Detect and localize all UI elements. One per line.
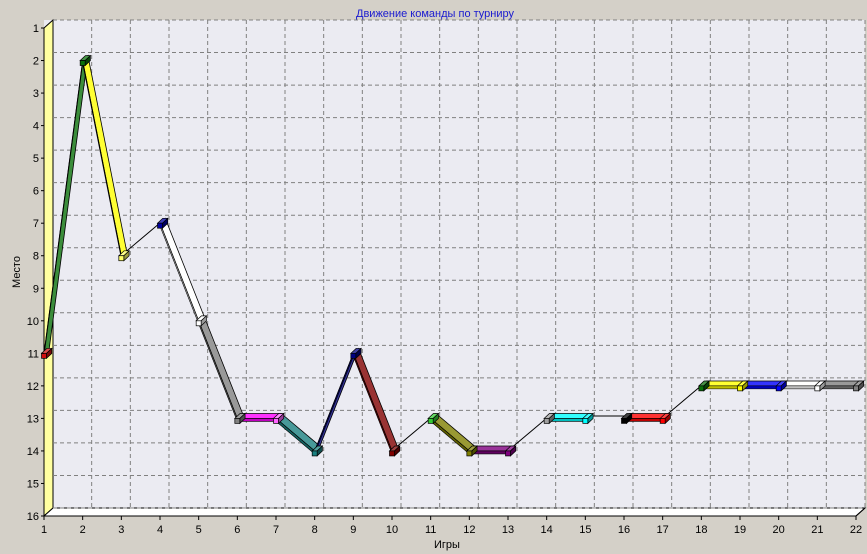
data-point bbox=[581, 412, 594, 425]
data-point bbox=[427, 412, 440, 425]
y-tick-label: 10 bbox=[27, 316, 39, 328]
x-axis-label: Игры bbox=[434, 539, 460, 551]
x-tick-label: 21 bbox=[811, 524, 823, 536]
data-point bbox=[311, 445, 324, 457]
floor-edge bbox=[855, 507, 866, 517]
y-tick-label: 8 bbox=[33, 251, 39, 263]
grid-layer bbox=[53, 19, 866, 509]
data-point bbox=[736, 380, 749, 392]
series-connector bbox=[664, 383, 705, 417]
x-tick-label: 1 bbox=[41, 524, 47, 536]
chart-title: Движение команды по турниру bbox=[356, 8, 514, 20]
x-tick-label: 18 bbox=[695, 524, 707, 536]
x-tick-label: 16 bbox=[618, 524, 630, 536]
y-tick-label: 6 bbox=[33, 186, 39, 198]
x-tick-label: 14 bbox=[541, 524, 553, 536]
data-point bbox=[504, 445, 517, 457]
y-tick-label: 9 bbox=[33, 283, 39, 295]
data-point bbox=[697, 380, 710, 392]
x-tick-label: 8 bbox=[312, 524, 318, 536]
x-tick-label: 15 bbox=[579, 524, 591, 536]
data-point bbox=[349, 347, 362, 360]
x-tick-label: 20 bbox=[773, 524, 785, 536]
data-point bbox=[852, 380, 865, 392]
data-point bbox=[620, 412, 633, 425]
data-point bbox=[775, 380, 788, 392]
x-tick-label: 5 bbox=[196, 524, 202, 536]
x-tick-label: 19 bbox=[734, 524, 746, 536]
data-point bbox=[195, 315, 208, 327]
x-tick-label: 7 bbox=[273, 524, 279, 536]
data-point bbox=[465, 445, 478, 457]
data-point bbox=[40, 347, 53, 360]
series-connector bbox=[510, 415, 550, 449]
y-tick-label: 5 bbox=[33, 153, 39, 165]
x-tick-label: 11 bbox=[425, 524, 436, 536]
series-layer bbox=[40, 54, 865, 457]
x-tick-label: 3 bbox=[118, 524, 124, 536]
x-tick-label: 13 bbox=[502, 524, 514, 536]
x-tick-label: 2 bbox=[80, 524, 86, 536]
left-wall bbox=[43, 18, 54, 518]
floor bbox=[42, 507, 867, 517]
y-tick-label: 3 bbox=[33, 88, 39, 100]
y-tick-label: 15 bbox=[27, 478, 39, 490]
data-point bbox=[79, 54, 92, 67]
y-tick-label: 16 bbox=[27, 511, 39, 523]
y-tick-label: 2 bbox=[33, 56, 39, 68]
x-tick-label: 4 bbox=[157, 524, 163, 536]
series-connector bbox=[394, 415, 434, 449]
data-point bbox=[117, 250, 130, 262]
data-point bbox=[272, 412, 285, 425]
y-tick-label: 7 bbox=[33, 218, 39, 230]
data-point bbox=[659, 412, 672, 425]
data-point bbox=[543, 412, 556, 425]
data-point bbox=[233, 412, 246, 425]
y-tick-label: 1 bbox=[33, 23, 39, 35]
series-connector bbox=[123, 220, 163, 254]
x-tick-label: 10 bbox=[386, 524, 398, 536]
x-tick-label: 9 bbox=[350, 524, 356, 536]
y-tick-label: 13 bbox=[27, 413, 39, 425]
x-tick-label: 22 bbox=[850, 524, 862, 536]
data-point bbox=[813, 380, 826, 392]
y-tick-label: 12 bbox=[27, 381, 39, 393]
data-point bbox=[156, 217, 169, 230]
x-tick-label: 6 bbox=[234, 524, 240, 536]
x-tick-label: 17 bbox=[657, 524, 669, 536]
y-tick-label: 14 bbox=[27, 446, 39, 458]
y-axis-label: Место bbox=[11, 256, 23, 288]
data-point bbox=[388, 445, 401, 457]
y-tick-label: 4 bbox=[33, 121, 39, 133]
y-tick-label: 11 bbox=[28, 348, 39, 360]
x-tick-label: 12 bbox=[463, 524, 475, 536]
